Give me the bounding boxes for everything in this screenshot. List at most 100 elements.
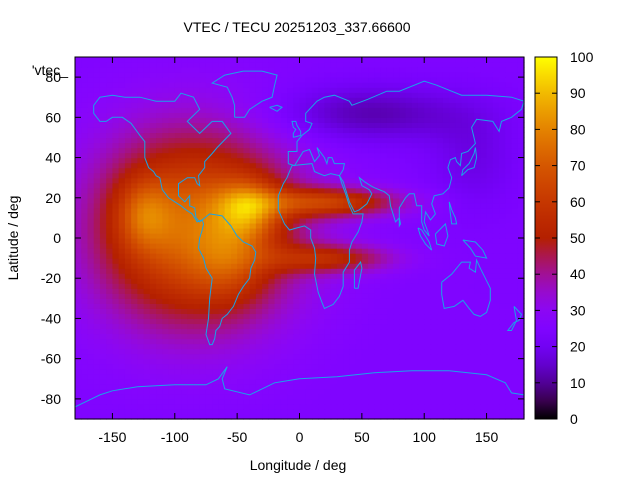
heatmap-cell: [449, 243, 457, 249]
heatmap-cell: [486, 127, 494, 134]
heatmap-cell: [293, 217, 301, 224]
heatmap-cell: [81, 263, 89, 269]
heatmap-cell: [305, 157, 313, 164]
heatmap-cell: [230, 207, 238, 214]
heatmap-cell: [355, 87, 363, 93]
heatmap-cell: [87, 328, 95, 335]
heatmap-cell: [417, 107, 425, 113]
heatmap-cell: [218, 82, 226, 88]
heatmap-cell: [380, 207, 388, 214]
heatmap-cell: [193, 232, 201, 239]
heatmap-cell: [417, 278, 425, 284]
heatmap-cell: [99, 333, 107, 340]
heatmap-cell: [305, 283, 313, 289]
heatmap-cell: [405, 258, 413, 264]
heatmap-cell: [243, 157, 251, 164]
heatmap-cell: [131, 162, 138, 169]
heatmap-cell: [368, 147, 375, 154]
heatmap-cell: [287, 323, 294, 330]
heatmap-cell: [474, 258, 481, 264]
heatmap-cell: [449, 343, 457, 350]
heatmap-cell: [124, 383, 132, 390]
heatmap-cell: [330, 318, 338, 325]
heatmap-cell: [149, 318, 157, 325]
heatmap-cell: [143, 157, 151, 164]
heatmap-cell: [299, 122, 307, 128]
heatmap-cell: [480, 177, 488, 184]
heatmap-cell: [243, 303, 251, 309]
heatmap-cell: [405, 413, 413, 420]
heatmap-cell: [455, 253, 463, 259]
heatmap-cell: [361, 353, 369, 360]
heatmap-cell: [368, 248, 375, 254]
heatmap-cell: [224, 132, 232, 139]
heatmap-cell: [156, 383, 163, 390]
heatmap-cell: [361, 72, 369, 78]
heatmap-cell: [355, 378, 363, 385]
heatmap-cell: [106, 338, 114, 345]
heatmap-cell: [137, 137, 145, 144]
heatmap-cell: [181, 127, 188, 134]
heatmap-cell: [349, 202, 357, 209]
heatmap-cell: [324, 248, 332, 254]
heatmap-cell: [93, 162, 101, 169]
heatmap-cell: [417, 222, 425, 229]
heatmap-cell: [137, 207, 145, 214]
heatmap-cell: [293, 117, 301, 123]
heatmap-cell: [137, 157, 145, 164]
heatmap-cell: [199, 283, 207, 289]
heatmap-cell: [205, 232, 213, 239]
heatmap-cell: [112, 413, 120, 420]
heatmap-cell: [168, 403, 176, 410]
heatmap-cell: [112, 142, 120, 149]
heatmap-cell: [243, 77, 251, 83]
heatmap-cell: [474, 157, 481, 164]
heatmap-cell: [486, 167, 494, 174]
heatmap-cell: [205, 238, 213, 244]
heatmap-cell: [474, 187, 481, 194]
heatmap-cell: [355, 353, 363, 360]
heatmap-cell: [361, 313, 369, 320]
heatmap-cell: [405, 102, 413, 108]
heatmap-cell: [480, 132, 488, 139]
heatmap-cell: [474, 348, 481, 355]
heatmap-cell: [193, 393, 201, 400]
heatmap-cell: [112, 328, 120, 335]
heatmap-cell: [230, 378, 238, 385]
heatmap-cell: [330, 278, 338, 284]
heatmap-cell: [486, 132, 494, 139]
heatmap-cell: [268, 318, 276, 325]
heatmap-cell: [149, 132, 157, 139]
heatmap-cell: [81, 298, 89, 304]
heatmap-cell: [492, 172, 500, 179]
heatmap-cell: [99, 107, 107, 113]
heatmap-cell: [156, 227, 163, 234]
heatmap-cell: [368, 388, 375, 395]
heatmap-cell: [218, 132, 226, 139]
heatmap-cell: [212, 202, 220, 209]
heatmap-cell: [262, 212, 269, 219]
heatmap-cell: [330, 227, 338, 234]
heatmap-cell: [106, 162, 114, 169]
heatmap-cell: [349, 248, 357, 254]
heatmap-cell: [368, 207, 375, 214]
heatmap-cell: [486, 363, 494, 370]
heatmap-cell: [174, 222, 182, 229]
heatmap-cell: [224, 77, 232, 83]
heatmap-cell: [293, 137, 301, 144]
heatmap-cell: [149, 263, 157, 269]
heatmap-cell: [274, 378, 282, 385]
heatmap-cell: [124, 378, 132, 385]
heatmap-cell: [112, 172, 120, 179]
heatmap-cell: [492, 383, 500, 390]
heatmap-cell: [262, 142, 269, 149]
heatmap-cell: [268, 373, 276, 380]
heatmap-cell: [311, 132, 319, 139]
heatmap-cell: [486, 117, 494, 123]
heatmap-cell: [262, 87, 269, 93]
heatmap-cell: [411, 112, 419, 118]
heatmap-cell: [411, 378, 419, 385]
heatmap-cell: [156, 102, 163, 108]
heatmap-cell: [87, 338, 95, 345]
heatmap-cell: [193, 403, 201, 410]
